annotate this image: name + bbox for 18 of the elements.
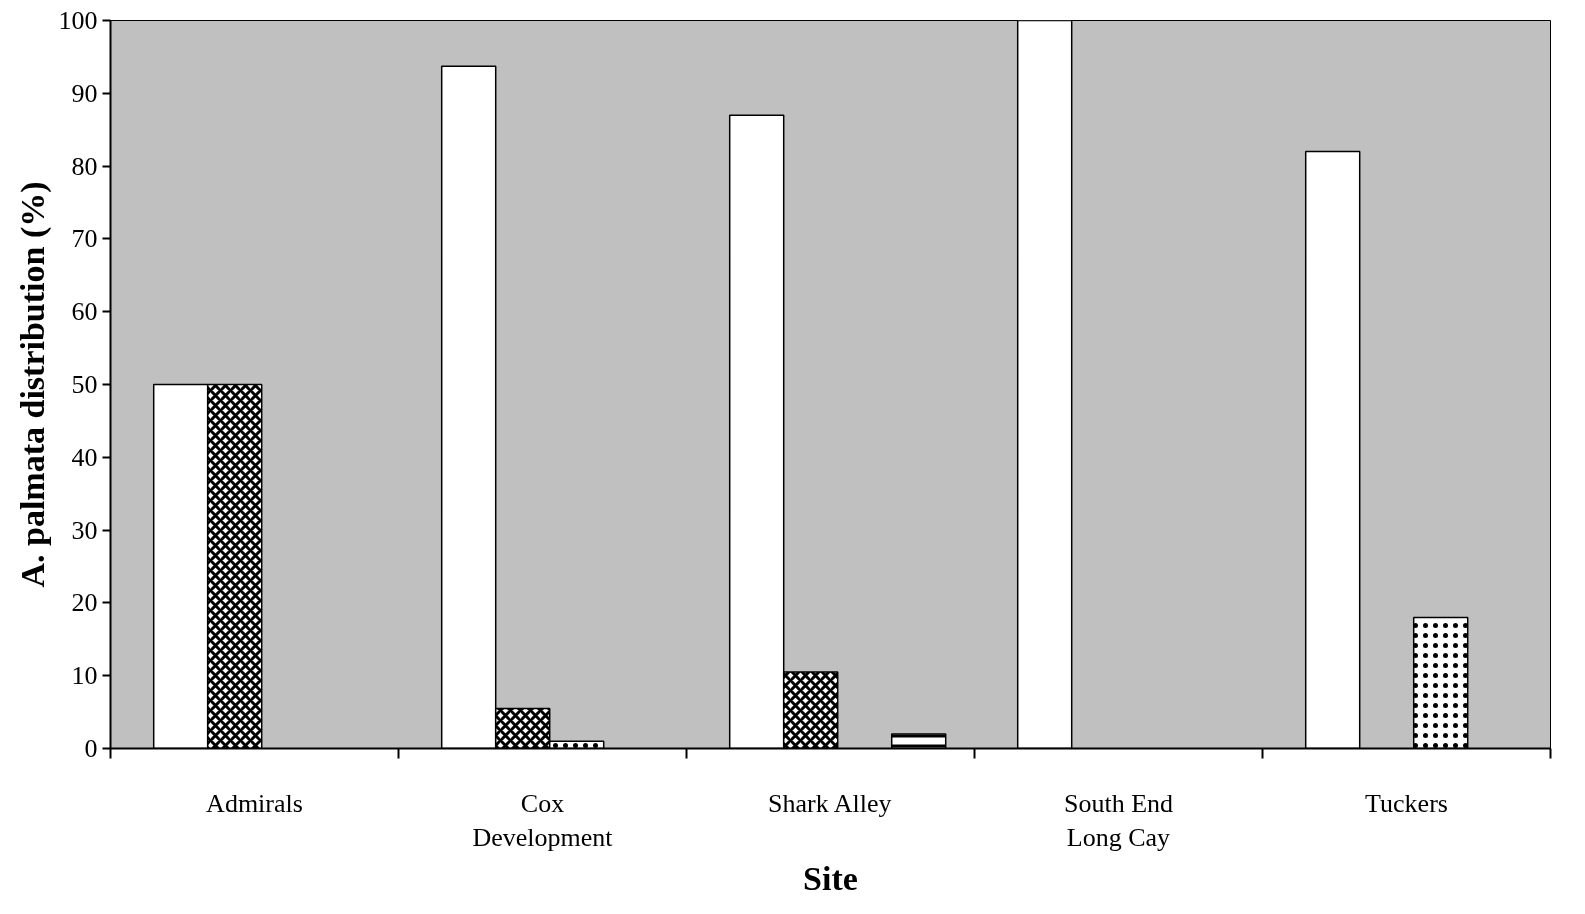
y-tick-label: 30	[71, 515, 98, 545]
y-tick-label: 0	[84, 734, 98, 763]
x-axis-title: Site	[803, 860, 858, 898]
y-tick-label: 70	[71, 224, 98, 254]
x-tick-label: Cox Development	[472, 788, 614, 853]
y-tick-label: 90	[71, 78, 98, 108]
x-tick-label: Tuckers	[1365, 788, 1448, 818]
y-tick-label: 40	[71, 442, 98, 472]
y-tick-label: 50	[71, 370, 98, 399]
x-tick-label: Shark Alley	[768, 788, 892, 818]
x-tick-label: Admirals	[206, 788, 303, 818]
y-tick-label: 20	[71, 588, 98, 618]
y-axis-title: A. palmata distribution (%)	[13, 181, 52, 588]
y-tick-label: 60	[71, 297, 98, 327]
y-tick-label: 100	[58, 6, 98, 35]
y-tick-label: 80	[71, 151, 98, 181]
x-tick-label: South End Long Cay	[1063, 788, 1174, 853]
y-tick-label: 10	[71, 661, 98, 691]
